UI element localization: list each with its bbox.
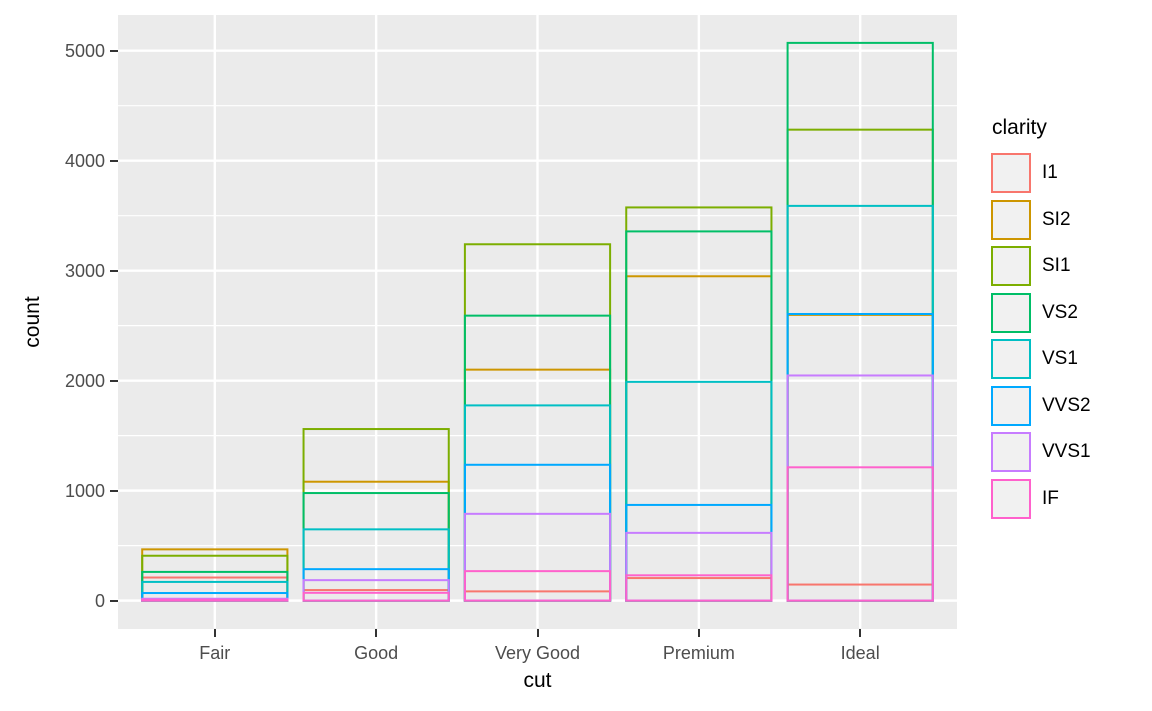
legend: clarity I1 SI2 SI1 VS2 VS1 VVS2 VVS1 IF	[991, 116, 1091, 522]
legend-label: I1	[1042, 162, 1058, 184]
x-tick-mark	[536, 628, 539, 637]
legend-item-vs1: VS1	[991, 336, 1091, 383]
bar-premium-if	[625, 574, 773, 602]
legend-label: VS1	[1042, 348, 1078, 370]
legend-key-swatch-i1	[991, 153, 1031, 194]
legend-item-if: IF	[991, 476, 1091, 523]
bar-fair-if	[141, 598, 289, 602]
y-tick-label: 2000	[64, 370, 105, 391]
y-tick-mark	[110, 599, 118, 602]
y-axis-title: count	[21, 296, 44, 348]
legend-label: SI1	[1042, 255, 1071, 277]
legend-label: VVS1	[1042, 441, 1091, 463]
legend-label: SI2	[1042, 208, 1071, 230]
y-tick-mark	[110, 489, 118, 492]
x-tick-mark	[859, 628, 862, 637]
legend-item-vvs2: VVS2	[991, 383, 1091, 430]
legend-label: IF	[1042, 487, 1059, 509]
y-tick-mark	[110, 49, 118, 52]
y-tick-mark	[110, 379, 118, 382]
bar-good-if	[302, 591, 450, 602]
y-tick-label: 0	[94, 590, 105, 611]
legend-item-si1: SI1	[991, 243, 1091, 290]
x-tick-label: Good	[354, 643, 399, 663]
legend-key-swatch-vs1	[991, 339, 1031, 380]
bar-very-good-if	[463, 570, 612, 602]
legend-key-swatch-si2	[991, 199, 1031, 240]
x-tick-mark	[213, 628, 216, 637]
legend-key-swatch-vvs1	[991, 432, 1031, 473]
y-tick-label: 3000	[64, 260, 105, 281]
legend-item-i1: I1	[991, 150, 1091, 197]
x-tick-mark	[375, 628, 378, 637]
y-tick-mark	[110, 269, 118, 272]
legend-item-vs2: VS2	[991, 290, 1091, 337]
y-tick-label: 5000	[64, 40, 105, 61]
x-tick-mark	[697, 628, 700, 637]
x-tick-label: Fair	[199, 643, 231, 663]
y-tick-label: 4000	[64, 150, 105, 171]
legend-key-swatch-if	[991, 478, 1031, 519]
bar-ideal-if	[786, 466, 934, 602]
legend-items: I1 SI2 SI1 VS2 VS1 VVS2 VVS1 IF	[991, 150, 1091, 522]
x-tick-label: Ideal	[840, 643, 880, 663]
y-tick-label: 1000	[64, 480, 105, 501]
x-tick-label: Very Good	[494, 643, 581, 663]
chart-canvas	[118, 15, 957, 629]
y-tick-mark	[110, 159, 118, 162]
legend-key-swatch-vvs2	[991, 385, 1031, 426]
legend-key-swatch-si1	[991, 246, 1031, 287]
legend-item-vvs1: VVS1	[991, 429, 1091, 476]
legend-key-swatch-vs2	[991, 292, 1031, 333]
plot-panel	[118, 15, 957, 629]
legend-title: clarity	[992, 116, 1047, 139]
legend-label: VS2	[1042, 301, 1078, 323]
legend-label: VVS2	[1042, 394, 1091, 416]
x-tick-label: Premium	[662, 643, 735, 663]
x-axis-title: cut	[523, 669, 552, 692]
legend-item-si2: SI2	[991, 197, 1091, 244]
